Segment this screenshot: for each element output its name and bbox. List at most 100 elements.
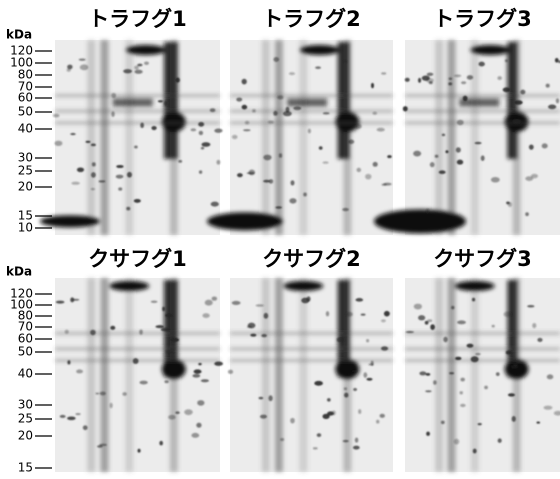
spot [344, 392, 349, 398]
spot [175, 77, 180, 83]
spot [151, 125, 157, 131]
spot [425, 208, 430, 214]
streak [299, 278, 308, 472]
tick-label: 30 [18, 151, 33, 165]
spot [66, 68, 71, 72]
spot [241, 78, 247, 85]
spot [82, 425, 88, 431]
spot [513, 364, 518, 367]
spot [288, 72, 296, 76]
spot [307, 128, 311, 134]
spot [123, 69, 133, 74]
spot [109, 402, 113, 409]
spot [461, 81, 467, 85]
spot [133, 198, 141, 203]
spot [98, 180, 106, 183]
panel-title: クサフグ2 [262, 247, 361, 271]
streak [87, 278, 96, 472]
spot [342, 439, 349, 443]
spot [306, 296, 311, 302]
spot [161, 111, 186, 132]
spot [477, 422, 482, 426]
spot [231, 134, 238, 140]
spot [466, 343, 474, 348]
streak [435, 40, 444, 235]
band [470, 45, 511, 55]
tick-label: 40 [18, 367, 33, 381]
spot [118, 187, 123, 191]
tick-label: 20 [18, 180, 33, 194]
spot [64, 329, 69, 334]
spot [139, 329, 143, 335]
spot [326, 398, 331, 402]
streak [261, 40, 270, 235]
spot [75, 413, 81, 416]
spot [198, 121, 205, 127]
spot [475, 352, 481, 356]
spot [335, 359, 360, 380]
tick-label: 40 [18, 122, 33, 136]
tick-label: 20 [18, 429, 33, 443]
spot [178, 159, 183, 163]
spot [379, 413, 385, 418]
tick-label: 70 [18, 80, 33, 94]
spot [214, 361, 223, 366]
band [109, 281, 150, 291]
spot [342, 207, 349, 212]
spot [190, 128, 197, 132]
spot [67, 360, 71, 365]
spot [525, 212, 529, 217]
gel-spots [231, 57, 392, 212]
spot [413, 150, 422, 157]
h-band [230, 359, 393, 362]
streak [125, 40, 134, 235]
spot [460, 403, 466, 408]
gel-spots [52, 58, 223, 211]
streak [274, 278, 283, 472]
h-band [405, 347, 560, 350]
spot [327, 411, 334, 416]
spot [290, 417, 295, 424]
spot [67, 416, 76, 421]
spot [343, 387, 348, 391]
spot [134, 65, 139, 70]
smear [112, 98, 153, 107]
spot [371, 82, 375, 89]
spot [303, 192, 307, 197]
gel-background [405, 40, 560, 235]
spot [348, 139, 355, 144]
spot [336, 337, 345, 343]
tick-label: 100 [10, 56, 33, 70]
tick-label: 30 [18, 398, 33, 412]
spot [453, 438, 460, 445]
spot [285, 106, 290, 113]
streak [125, 278, 134, 472]
streak [261, 278, 270, 472]
spot [511, 415, 516, 422]
tick-label: 80 [18, 68, 33, 82]
low-smear [374, 209, 466, 234]
spot [448, 82, 453, 86]
spot [211, 296, 218, 301]
spot [441, 133, 446, 137]
spot [236, 97, 243, 102]
panel-title: トラフグ1 [88, 7, 187, 31]
spot [376, 127, 385, 132]
spot [456, 119, 464, 126]
spot [470, 356, 479, 363]
h-band [230, 332, 393, 335]
spot [474, 141, 482, 145]
spot [434, 154, 439, 158]
panel-title: クサフグ3 [433, 247, 532, 271]
spot [528, 144, 534, 150]
h-band [405, 332, 560, 335]
spot [448, 77, 453, 81]
spot [214, 128, 223, 133]
spot [354, 123, 362, 129]
spot [280, 437, 285, 442]
spot [71, 181, 80, 185]
spot [243, 129, 251, 132]
spot [383, 182, 392, 186]
tick-label: 15 [18, 209, 33, 223]
